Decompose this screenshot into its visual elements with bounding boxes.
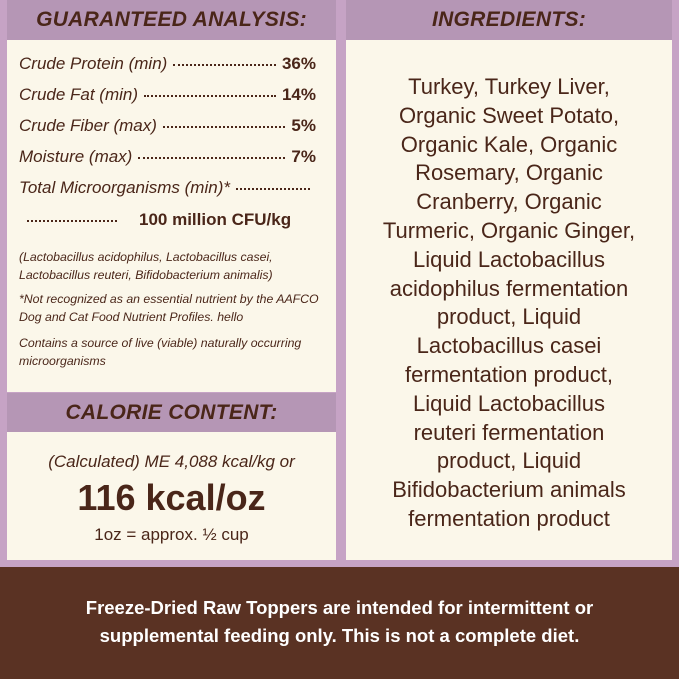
- ingredient-line: Organic Sweet Potato,: [398, 102, 620, 128]
- note: *Not recognized as an essential nutrient…: [19, 292, 319, 324]
- note: Contains a source of live (viable) natur…: [19, 336, 302, 368]
- value: 14%: [281, 85, 316, 104]
- value: 5%: [291, 116, 316, 135]
- calorie-panel: (Calculated) ME 4,088 kcal/kg or 116 kca…: [7, 432, 336, 560]
- ingredients-panel: Turkey, Turkey Liver, Organic Sweet Potat…: [346, 40, 672, 560]
- label: Moisture (max): [19, 147, 133, 166]
- analysis-row: Crude Protein (min) 36%: [19, 54, 316, 78]
- value: 36%: [281, 54, 316, 73]
- label: Crude Protein (min): [19, 54, 168, 73]
- ingredient-line: Liquid Lactobacillus: [412, 390, 606, 416]
- ingredient-line: Turkey, Turkey Liver,: [408, 74, 610, 99]
- ingredient-line: product, Liquid: [436, 304, 582, 330]
- ingredient-line: Bifidobacterium animals: [392, 477, 626, 503]
- value: 100 million CFU/kg: [139, 210, 292, 229]
- analysis-row: Crude Fiber (max) 5%: [19, 116, 316, 140]
- ingredient-line: acidophilus fermentation: [389, 275, 629, 301]
- calculated: (Calculated) ME 4,088 kcal/kg or: [48, 452, 295, 471]
- disclaimer: Freeze-Dried Raw Toppers are intended fo…: [85, 597, 594, 646]
- footer: Freeze-Dried Raw Toppers are intended fo…: [0, 567, 679, 679]
- note: (Lactobacillus acidophilus, Lactobacillu…: [19, 250, 273, 282]
- ingredient-line: Organic Kale, Organic: [400, 131, 618, 157]
- ingredient-line: fermentation product: [408, 506, 610, 531]
- ingredient-line: Rosemary, Organic: [415, 160, 603, 186]
- label: Total Microorganisms (min)*: [19, 178, 230, 197]
- section-header: CALORIE CONTENT:: [7, 393, 336, 432]
- ingredient-line: reuteri fermentation: [413, 419, 605, 445]
- analysis-panel: Crude Protein (min) 36% Crude Fat (min) 14…: [7, 40, 336, 392]
- ingredient-line: product, Liquid: [436, 448, 582, 474]
- kcal-per-oz: 116 kcal/oz: [77, 477, 266, 518]
- label: Crude Fiber (max): [19, 116, 157, 135]
- ingredient-line: Turmeric, Organic Ginger,: [382, 218, 636, 243]
- analysis-row: 100 million CFU/kg: [21, 210, 316, 234]
- label: Crude Fat (min): [19, 85, 139, 104]
- section-header: GUARANTEED ANALYSIS:: [7, 0, 336, 40]
- approx: 1oz = approx. ½ cup: [94, 525, 249, 544]
- analysis-row: Moisture (max) 7%: [19, 147, 316, 171]
- ingredient-line: Cranberry, Organic: [416, 189, 602, 215]
- ingredient-line: Liquid Lactobacillus: [412, 246, 606, 272]
- ingredient-line: fermentation product,: [405, 362, 613, 387]
- analysis-row: Total Microorganisms (min)*: [19, 178, 316, 202]
- value: 7%: [291, 147, 316, 166]
- analysis-row: Crude Fat (min) 14%: [19, 85, 316, 109]
- section-header: INGREDIENTS:: [346, 0, 672, 40]
- ingredient-line: Lactobacillus casei: [416, 333, 602, 359]
